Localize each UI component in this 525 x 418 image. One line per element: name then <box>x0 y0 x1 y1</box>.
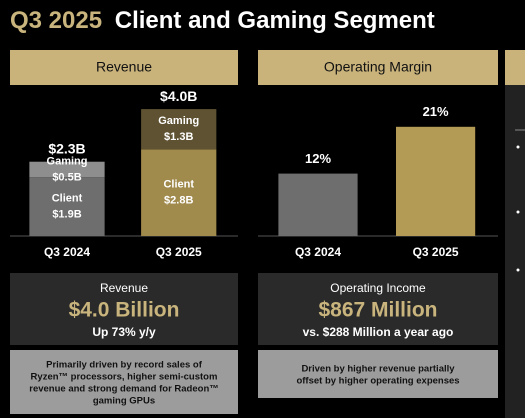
panel-header <box>10 50 238 85</box>
note-line: offset by higher operating expenses <box>296 376 459 387</box>
card-value: $4.0 Billion <box>69 299 180 322</box>
note-box <box>10 350 238 414</box>
panel-header <box>258 50 498 85</box>
x-tick-label: Q3 2024 <box>44 245 90 259</box>
x-tick-label: Q3 2025 <box>413 245 459 259</box>
value-label: 21% <box>423 104 449 119</box>
bar-segment <box>141 149 217 236</box>
card-value: $867 Million <box>318 299 437 322</box>
total-label: $4.0B <box>160 88 197 104</box>
segment-name: Client <box>163 179 194 191</box>
title-lead: Q3 2025 <box>10 7 102 34</box>
title-rest: Client and Gaming Segment <box>115 7 435 34</box>
bar-segment <box>141 109 217 150</box>
segment-value: $1.9B <box>52 209 81 221</box>
value-label: 12% <box>305 151 331 166</box>
bullet <box>516 145 520 149</box>
bullet <box>516 268 520 272</box>
segment-name: Client <box>52 193 83 205</box>
panel-title: Revenue <box>96 59 152 75</box>
card-label: Revenue <box>100 281 148 295</box>
card-sub: Up 73% y/y <box>92 325 156 339</box>
card <box>10 273 238 345</box>
bar <box>278 173 358 236</box>
side-panel <box>505 50 525 418</box>
card-sub: vs. $288 Million a year ago <box>303 325 454 339</box>
note-line: Ryzen™ processors, higher semi-custom <box>31 372 218 383</box>
card-label: Operating Income <box>330 281 426 295</box>
bar <box>396 126 476 236</box>
total-label: $2.3B <box>48 140 85 156</box>
segment-value: $2.8B <box>164 195 193 207</box>
card <box>258 273 498 345</box>
note-line: revenue and strong demand for Radeon™ <box>29 384 219 395</box>
x-tick-label: Q3 2025 <box>156 245 202 259</box>
note-line: gaming GPUs <box>93 396 155 407</box>
segment-name: Gaming <box>47 155 88 167</box>
segment-name: Gaming <box>158 115 199 127</box>
segment-value: $1.3B <box>164 131 193 143</box>
panel-title: Operating Margin <box>324 59 432 75</box>
note-line: Primarily driven by record sales of <box>46 360 203 371</box>
bullet <box>516 210 520 214</box>
bar-segment <box>29 177 105 236</box>
note-line: Driven by higher revenue partially <box>301 364 455 375</box>
slide-title: Q3 2025 Client and Gaming Segment <box>10 7 435 34</box>
bar-segment <box>29 161 105 178</box>
segment-value: $0.5B <box>52 171 81 183</box>
side-panel-header <box>505 50 525 85</box>
note-box <box>258 350 498 398</box>
x-tick-label: Q3 2024 <box>295 245 341 259</box>
